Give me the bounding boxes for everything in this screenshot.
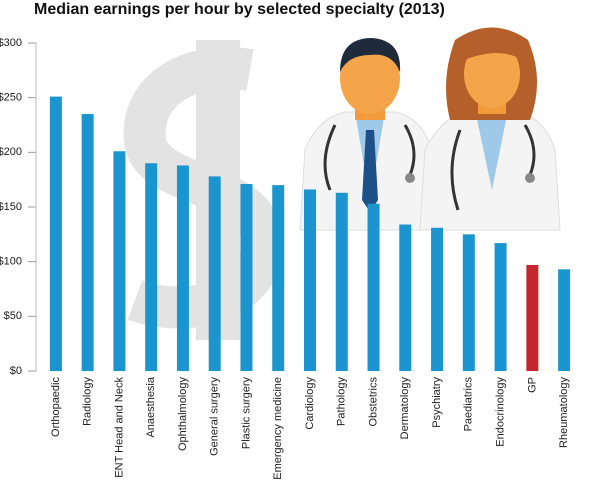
x-tick-label: ENT Head and Neck [113, 377, 125, 478]
bar [208, 176, 221, 371]
bar [81, 114, 94, 372]
y-tick-label: $150 [0, 201, 22, 213]
bar [145, 163, 158, 371]
bar [272, 185, 285, 371]
x-tick-label: Plastic surgery [240, 377, 252, 450]
bar [49, 96, 62, 371]
y-tick-label: $250 [0, 92, 22, 104]
x-tick-label: General surgery [209, 377, 221, 456]
x-tick-label: Ophthalmology [177, 377, 189, 451]
female-doctor [419, 27, 561, 231]
x-tick-label: Obstetrics [367, 377, 379, 427]
bar [558, 269, 571, 371]
y-tick-label: $200 [0, 146, 22, 158]
plot-area: $0 $50 $100 $150 $200 $250 $300 Orthopaedic Radi… [0, 37, 571, 480]
x-tick-label: Anaesthesia [145, 376, 157, 437]
x-tick-label: Rheumatology [558, 377, 570, 448]
y-tick-label: $50 [4, 310, 22, 322]
bar [494, 243, 507, 371]
x-tick-label: Pathology [336, 377, 348, 426]
bar [176, 165, 189, 371]
x-tick-label: Psychiatry [431, 377, 443, 428]
x-tick-label: Dermatology [399, 377, 411, 440]
y-tick-label: $300 [0, 37, 22, 49]
y-tick-label: $0 [10, 365, 22, 377]
bar [431, 227, 444, 371]
chart-title: Median earnings per hour by selected spe… [34, 1, 445, 18]
x-tick-label: Cardiology [304, 377, 316, 430]
bar [304, 189, 316, 371]
male-doctor [299, 38, 438, 231]
x-tick-label: Emergency medicine [272, 377, 284, 480]
bar [335, 192, 348, 371]
bar [526, 264, 539, 371]
bar [113, 151, 126, 371]
x-tick-label: Paediatrics [463, 377, 475, 432]
x-tick-label: Orthopaedic [50, 377, 62, 437]
x-tick-label: Radiology [82, 377, 94, 426]
bar [399, 224, 412, 371]
bar [367, 203, 380, 371]
bar [240, 184, 253, 371]
bar [462, 234, 475, 371]
y-tick-label: $100 [0, 256, 22, 268]
x-tick-label: Endocrinology [494, 377, 506, 447]
x-tick-label: GP [526, 377, 538, 393]
